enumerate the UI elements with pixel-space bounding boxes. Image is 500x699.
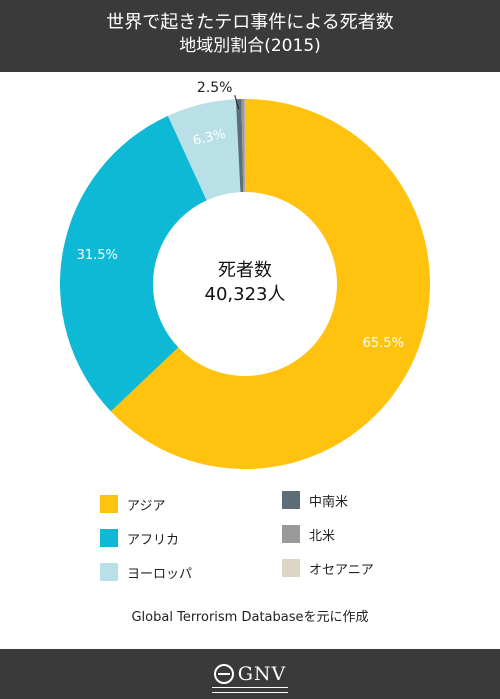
globe-icon <box>213 664 234 684</box>
logo-underline <box>212 687 288 693</box>
slice-label-0: 65.5% <box>363 336 404 351</box>
legend-swatch-oceania <box>282 559 300 577</box>
legend-label-europe: ヨーロッパ <box>127 566 193 582</box>
donut-slice-4 <box>241 99 245 193</box>
legend-label-north-america: 北米 <box>309 528 336 544</box>
donut-slice-3 <box>235 99 244 193</box>
legend-item-north-america: 北米 <box>282 524 335 544</box>
legend-item-latin-america: 中南米 <box>282 490 348 510</box>
footer-bar: GNV <box>0 649 500 699</box>
center-label: 死者数 <box>218 260 272 281</box>
slice-label-1: 31.5% <box>77 248 118 263</box>
legend-item-africa: アフリカ <box>100 528 179 548</box>
legend: アジア アフリカ ヨーロッパ 中南米 北米 オセアニア <box>0 482 500 592</box>
legend-label-oceania: オセアニア <box>309 562 374 578</box>
callout-line <box>234 94 240 110</box>
center-value: 40,323人 <box>205 284 286 305</box>
legend-item-europe: ヨーロッパ <box>100 562 192 582</box>
legend-swatch-europe <box>100 563 118 581</box>
legend-swatch-latin-america <box>282 491 300 509</box>
legend-label-asia: アジア <box>127 498 166 514</box>
gnv-logo: GNV <box>212 657 288 693</box>
chart-title: 世界で起きたテロ事件による死者数 <box>106 12 394 33</box>
donut-slice-1 <box>59 115 207 412</box>
legend-label-africa: アフリカ <box>127 532 180 548</box>
legend-swatch-north-america <box>282 525 300 543</box>
callout-label: 2.5% <box>197 80 233 96</box>
chart-subtitle: 地域別割合(2015) <box>179 36 321 56</box>
chart-area: 65.5% 31.5% 6.3% 2.5% 死者数 40,323人 <box>0 72 500 482</box>
header-bar: 世界で起きたテロ事件による死者数 地域別割合(2015) <box>0 0 500 72</box>
legend-label-latin-america: 中南米 <box>309 494 349 510</box>
source-note: Global Terrorism Databaseを元に作成 <box>131 610 369 625</box>
logo-text: GNV <box>237 663 287 685</box>
legend-item-oceania: オセアニア <box>282 558 374 578</box>
donut-slice-0 <box>110 99 430 469</box>
legend-swatch-africa <box>100 529 118 547</box>
donut-slice-2 <box>167 99 241 201</box>
legend-swatch-asia <box>100 495 118 513</box>
legend-item-asia: アジア <box>100 494 165 514</box>
